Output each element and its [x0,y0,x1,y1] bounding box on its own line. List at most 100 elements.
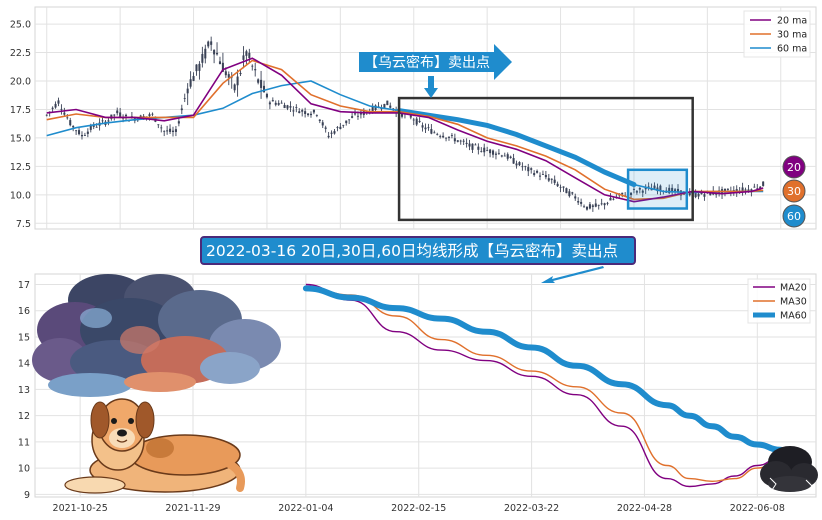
candle-body [224,71,227,76]
candle-body [600,203,603,205]
candle-body [741,187,744,192]
legend-label-60ma: 60 ma [777,44,807,55]
candle-body [157,124,160,126]
candle-body [462,140,465,142]
bottom-x-tick-label: 2021-11-29 [165,503,220,514]
candle-body [163,130,166,132]
candle-body [585,206,589,210]
candle-body [239,72,242,75]
candle-body [456,140,459,142]
badge-20-text: 20 [787,161,801,174]
candle-body [583,206,586,208]
candle-body [641,190,644,193]
top-y-ticks: 7.5 10.0 12.5 15.0 17.5 20.0 22.5 25.0 [10,20,31,230]
candle-body [591,205,594,207]
candle-body [486,150,489,152]
candle-body [400,112,404,117]
candle-body [753,186,756,188]
bottom-x-tick-label: 2022-02-15 [391,503,446,514]
candle-body [45,114,48,116]
candle-body [442,135,445,138]
candle-body [430,129,433,134]
dog-illustration [64,398,245,494]
top-y-tick-label: 12.5 [10,162,31,173]
candle-body [271,100,274,102]
badge-20 [782,155,806,179]
badge-30-text: 30 [787,185,801,198]
bottom-y-tick-label: 9 [24,490,30,501]
candle-body [233,84,236,91]
candle-body [257,79,260,83]
candle-body [189,79,192,87]
candle-body [324,127,327,129]
candle-body [251,65,254,67]
top-y-tick-label: 7.5 [16,219,31,230]
sell-point-callout: 【乌云密布】卖出点 [359,44,512,98]
candle-body [383,103,386,108]
candle-body [389,105,392,108]
candle-body [668,187,671,194]
candle-body [292,110,295,112]
candle-body [445,137,448,139]
candle-body [647,186,650,188]
candle-body [339,126,342,130]
top-y-tick-label: 25.0 [10,20,31,31]
candle-body [524,166,527,168]
candle-body [298,111,301,114]
candle-body [304,111,307,114]
candle-body [207,41,210,47]
candle-body [78,130,81,135]
candle-body [177,121,180,124]
candle-body [424,127,427,130]
candle-body [380,108,383,110]
candle-body [57,100,60,104]
candle-body [274,102,277,105]
callout-text: 【乌云密布】卖出点 [364,54,490,71]
candle-body [459,140,462,142]
candle-body [174,129,177,132]
candle-body [60,108,63,110]
candle-body [63,112,66,115]
candle-body [562,186,565,188]
candle-body [386,100,389,106]
candle-body [210,41,213,45]
candle-body [500,155,503,157]
candle-body [51,107,54,109]
candle-body [544,174,547,178]
candle-body [213,49,216,55]
candle-body [66,117,69,119]
badge-60 [782,204,806,228]
candle-body [421,125,424,128]
top-ma60-thick-segment [396,108,637,188]
candle-body [218,61,222,65]
candle-body [227,74,230,78]
candle-body [621,192,624,195]
candle-body [186,88,189,94]
candle-body [348,119,351,121]
candle-body [356,115,359,117]
candle-body [492,150,495,155]
candle-body [439,136,442,137]
candle-body [216,52,219,55]
bottom-ma60-line [302,285,797,456]
bottom-ma30-line [305,286,794,483]
candle-body [351,116,354,118]
candle-body [527,167,530,172]
candle-body [521,166,524,168]
candle-body [289,106,292,108]
candle-body [465,142,468,144]
candle-body [744,189,747,191]
candle-body [559,186,562,188]
candle-body [603,203,606,206]
candle-body [107,120,110,122]
candle-body [242,55,245,60]
candle-body [119,112,122,117]
candle-body [606,202,609,204]
candle-body [629,192,633,195]
bottom-legend: MA20 MA30 MA60 [747,278,811,324]
candle-body [609,198,612,201]
candle-body [538,175,542,177]
candle-body [336,127,339,128]
legend-label-20ma: 20 ma [777,16,807,27]
candle-body [265,93,268,98]
